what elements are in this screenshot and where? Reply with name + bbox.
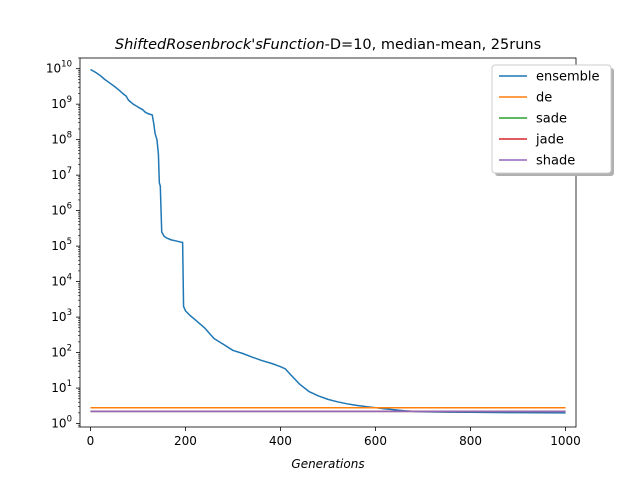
y-tick-base: 10 <box>51 275 66 289</box>
chart-title-italic: ShiftedRosenbrock'sFunction <box>115 37 325 53</box>
y-tick-exponent: 7 <box>67 166 72 176</box>
x-tick-label: 1000 <box>550 434 581 448</box>
y-tick-base: 10 <box>51 97 66 111</box>
x-axis-label: Generations <box>291 457 364 471</box>
legend-label: sade <box>536 112 567 127</box>
y-tick-exponent: 5 <box>67 237 72 247</box>
y-tick-exponent: 8 <box>67 131 72 141</box>
legend-label: de <box>536 91 552 106</box>
legend-label: jade <box>535 133 564 148</box>
y-tick-label: 105 <box>51 237 72 253</box>
y-tick-label: 100 <box>51 415 72 431</box>
y-tick-label: 101 <box>51 379 72 395</box>
y-tick-label: 104 <box>51 273 72 289</box>
y-tick-exponent: 1 <box>67 379 72 389</box>
chart-title-rest: -D=10, median-mean, 25runs <box>325 37 542 53</box>
legend-label: shade <box>536 154 575 169</box>
y-tick-exponent: 2 <box>67 344 72 354</box>
y-tick-exponent: 4 <box>67 273 72 283</box>
y-tick-base: 10 <box>51 239 66 253</box>
y-tick-base: 10 <box>51 133 66 147</box>
y-tick-exponent: 3 <box>67 308 72 318</box>
y-tick-label: 102 <box>51 344 72 360</box>
y-tick-label: 103 <box>51 308 72 324</box>
chart-title: ShiftedRosenbrock'sFunction-D=10, median… <box>115 37 541 53</box>
x-axis-ticks: 0 200 400 600 800 1000 <box>87 427 581 448</box>
y-tick-base: 10 <box>51 381 66 395</box>
y-tick-base: 10 <box>51 417 66 431</box>
legend: ensemble de sade jade shade <box>491 64 614 176</box>
y-tick-label: 106 <box>51 202 72 218</box>
y-tick-base: 10 <box>51 346 66 360</box>
y-tick-exponent: 10 <box>61 60 72 70</box>
y-tick-label: 107 <box>51 166 72 182</box>
y-tick-label: 108 <box>51 131 72 147</box>
x-tick-label: 400 <box>269 434 292 448</box>
y-tick-exponent: 9 <box>67 95 72 105</box>
legend-label: ensemble <box>536 70 600 85</box>
x-tick-label: 200 <box>174 434 197 448</box>
series-layer <box>90 68 566 414</box>
x-tick-label: 0 <box>87 434 95 448</box>
y-tick-base: 10 <box>46 62 61 76</box>
x-tick-label: 800 <box>459 434 482 448</box>
y-tick-base: 10 <box>51 310 66 324</box>
y-tick-label: 109 <box>51 95 72 111</box>
y-tick-base: 10 <box>51 204 66 218</box>
plot-frame <box>79 57 577 428</box>
y-tick-base: 10 <box>51 168 66 182</box>
y-tick-label: 1010 <box>46 60 72 76</box>
legend-box <box>491 64 612 174</box>
y-tick-exponent: 6 <box>67 202 72 212</box>
y-tick-exponent: 0 <box>67 415 72 425</box>
x-tick-label: 600 <box>364 434 387 448</box>
